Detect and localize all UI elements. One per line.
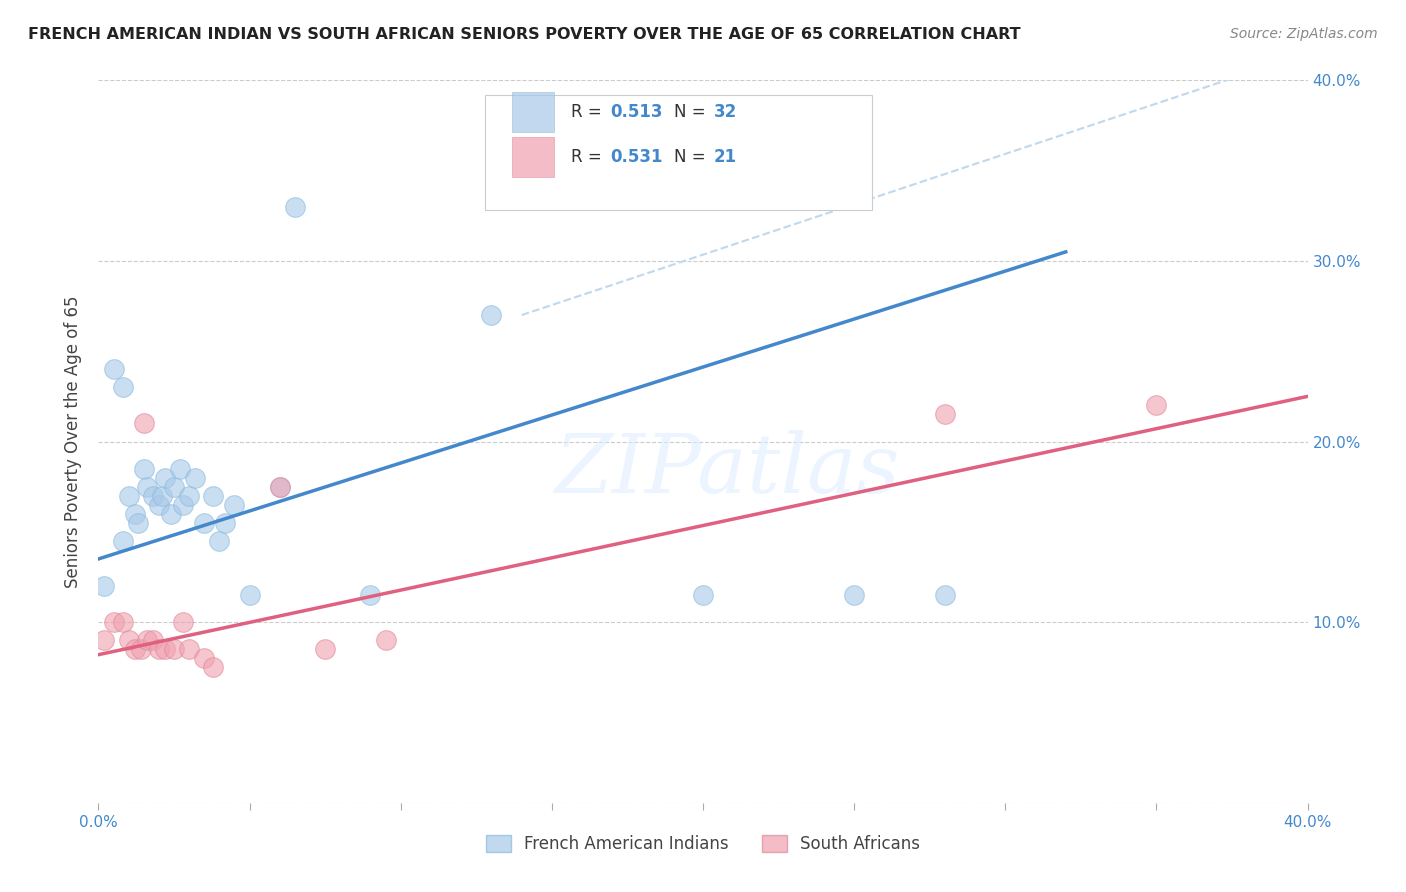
Text: FRENCH AMERICAN INDIAN VS SOUTH AFRICAN SENIORS POVERTY OVER THE AGE OF 65 CORRE: FRENCH AMERICAN INDIAN VS SOUTH AFRICAN … — [28, 27, 1021, 42]
Point — [184, 471, 207, 485]
Point — [103, 362, 125, 376]
Point — [314, 642, 336, 657]
Point — [374, 633, 396, 648]
Y-axis label: Seniors Poverty Over the Age of 65: Seniors Poverty Over the Age of 65 — [65, 295, 83, 588]
Point — [844, 588, 866, 602]
Text: N =: N = — [673, 103, 711, 121]
Point — [103, 615, 125, 630]
Point — [153, 471, 176, 485]
Point — [179, 642, 201, 657]
FancyBboxPatch shape — [485, 95, 872, 211]
Point — [193, 516, 215, 530]
Point — [481, 308, 503, 322]
Text: R =: R = — [571, 148, 607, 166]
Point — [127, 516, 149, 530]
Point — [172, 615, 194, 630]
Point — [1144, 398, 1167, 412]
Point — [148, 642, 170, 657]
FancyBboxPatch shape — [512, 137, 554, 178]
Text: Source: ZipAtlas.com: Source: ZipAtlas.com — [1230, 27, 1378, 41]
Point — [111, 533, 134, 548]
Point — [135, 633, 157, 648]
Point — [934, 588, 956, 602]
Point — [172, 498, 194, 512]
Point — [132, 417, 155, 431]
Point — [208, 533, 231, 548]
Point — [142, 633, 165, 648]
Point — [269, 480, 291, 494]
Point — [692, 588, 714, 602]
Point — [148, 498, 170, 512]
Point — [118, 489, 141, 503]
Point — [142, 489, 165, 503]
Point — [214, 516, 236, 530]
Point — [160, 507, 183, 521]
Point — [93, 633, 115, 648]
Point — [169, 461, 191, 475]
Text: 32: 32 — [714, 103, 737, 121]
FancyBboxPatch shape — [512, 93, 554, 132]
Point — [150, 489, 173, 503]
Point — [163, 642, 186, 657]
Text: R =: R = — [571, 103, 607, 121]
Point — [360, 588, 382, 602]
Point — [129, 642, 152, 657]
Point — [934, 408, 956, 422]
Point — [202, 660, 225, 674]
Point — [118, 633, 141, 648]
Text: 0.513: 0.513 — [610, 103, 662, 121]
Point — [93, 579, 115, 593]
Point — [224, 498, 246, 512]
Legend: French American Indians, South Africans: French American Indians, South Africans — [479, 828, 927, 860]
Point — [132, 461, 155, 475]
Point — [111, 615, 134, 630]
Text: 21: 21 — [714, 148, 737, 166]
Text: ZIPatlas: ZIPatlas — [554, 431, 900, 510]
Point — [239, 588, 262, 602]
Point — [111, 380, 134, 394]
Point — [193, 651, 215, 665]
Point — [153, 642, 176, 657]
Point — [269, 480, 291, 494]
Text: 0.531: 0.531 — [610, 148, 662, 166]
Point — [135, 480, 157, 494]
Point — [163, 480, 186, 494]
Text: N =: N = — [673, 148, 711, 166]
Point — [202, 489, 225, 503]
Point — [124, 507, 146, 521]
Point — [124, 642, 146, 657]
Point — [179, 489, 201, 503]
Point — [284, 200, 307, 214]
